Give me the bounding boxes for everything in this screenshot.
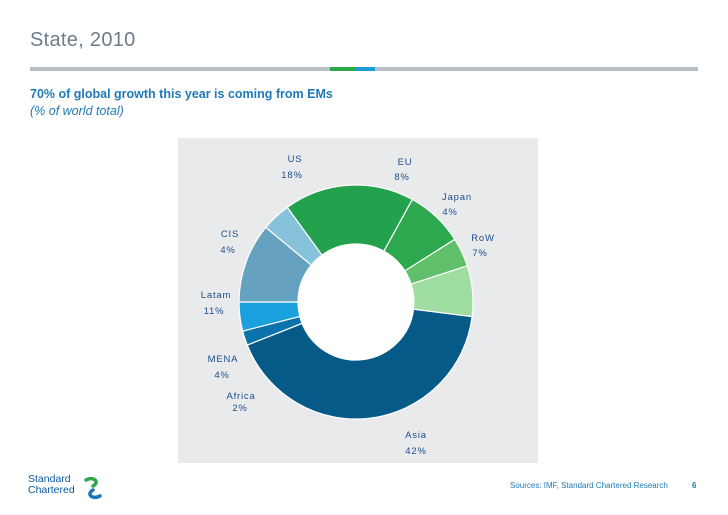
slice-label-eu: EU	[398, 157, 413, 168]
page-title: State, 2010	[30, 29, 136, 51]
standard-chartered-logo: Standard Chartered	[28, 474, 103, 504]
header-rule-blue	[355, 67, 375, 71]
slice-label-latam: Latam	[201, 290, 231, 301]
slice-value-mena: 4%	[214, 370, 229, 381]
slice-value-africa: 2%	[232, 403, 247, 414]
slice-label-japan: Japan	[442, 192, 472, 203]
page-number: 6	[692, 481, 697, 490]
logo-line-2: Chartered	[28, 484, 75, 496]
slice-value-asia: 42%	[405, 446, 426, 457]
header-rule-green	[330, 67, 355, 71]
slice-value-japan: 4%	[442, 207, 457, 218]
slice-label-cis: CIS	[221, 229, 239, 240]
slice-value-cis: 4%	[220, 245, 235, 256]
logo-line-1: Standard	[28, 473, 71, 485]
slice-value-row: 7%	[472, 248, 487, 259]
header-rule-gray	[30, 67, 330, 71]
header-rule-gray-right	[375, 67, 698, 71]
donut-hole	[298, 244, 414, 360]
logo-mark-icon	[84, 476, 102, 500]
slice-label-asia: Asia	[405, 430, 427, 441]
slice-label-row: RoW	[471, 233, 495, 244]
slice-value-latam: 11%	[204, 306, 225, 317]
chart-subhead: (% of world total)	[30, 104, 124, 118]
slice-value-eu: 8%	[394, 172, 409, 183]
slice-asia	[246, 308, 473, 420]
chart-headline: 70% of global growth this year is coming…	[30, 87, 333, 101]
slice-value-us: 18%	[281, 170, 302, 181]
source-note: Sources: IMF, Standard Chartered Researc…	[510, 481, 668, 490]
slice-label-us: US	[288, 154, 303, 165]
slice-label-mena: MENA	[208, 354, 239, 365]
slice-label-africa: Africa	[226, 391, 255, 402]
